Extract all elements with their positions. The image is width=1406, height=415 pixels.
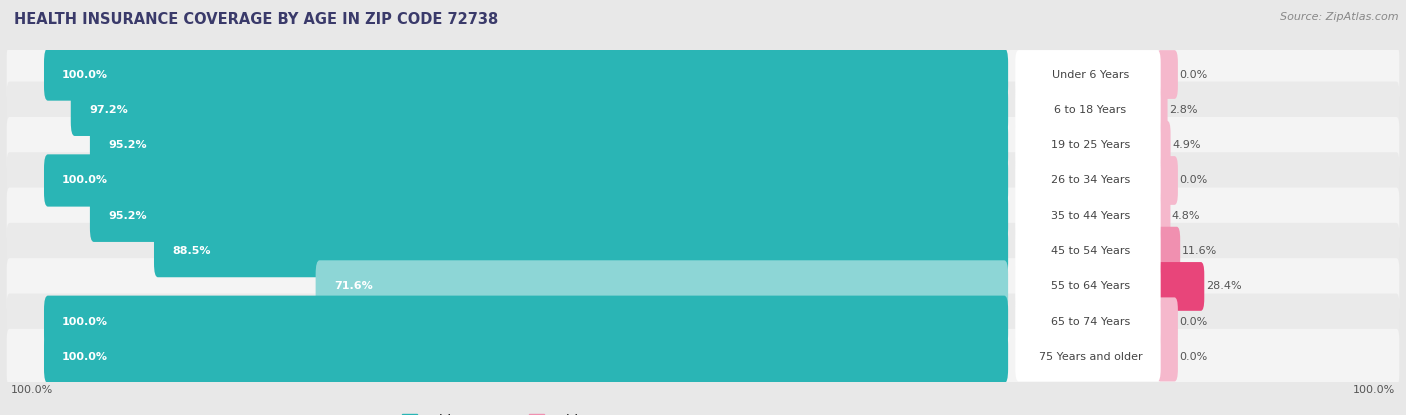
- Text: 4.8%: 4.8%: [1171, 211, 1201, 221]
- FancyBboxPatch shape: [1015, 85, 1161, 134]
- FancyBboxPatch shape: [7, 293, 1399, 350]
- Text: 0.0%: 0.0%: [1180, 176, 1208, 186]
- Text: 100.0%: 100.0%: [62, 176, 108, 186]
- FancyBboxPatch shape: [7, 152, 1399, 209]
- Text: 26 to 34 Years: 26 to 34 Years: [1050, 176, 1130, 186]
- Text: Under 6 Years: Under 6 Years: [1052, 70, 1129, 80]
- FancyBboxPatch shape: [1015, 262, 1161, 311]
- FancyBboxPatch shape: [1015, 191, 1161, 240]
- FancyBboxPatch shape: [1157, 121, 1171, 170]
- FancyBboxPatch shape: [315, 260, 1008, 312]
- FancyBboxPatch shape: [1015, 227, 1161, 276]
- FancyBboxPatch shape: [1157, 50, 1178, 99]
- Text: 65 to 74 Years: 65 to 74 Years: [1050, 317, 1130, 327]
- Legend: With Coverage, Without Coverage: With Coverage, Without Coverage: [396, 409, 672, 415]
- FancyBboxPatch shape: [1157, 262, 1205, 311]
- FancyBboxPatch shape: [1015, 333, 1161, 381]
- FancyBboxPatch shape: [44, 331, 1008, 383]
- FancyBboxPatch shape: [1015, 298, 1161, 346]
- FancyBboxPatch shape: [44, 49, 1008, 101]
- Text: 97.2%: 97.2%: [89, 105, 128, 115]
- Text: 0.0%: 0.0%: [1180, 70, 1208, 80]
- FancyBboxPatch shape: [7, 46, 1399, 103]
- FancyBboxPatch shape: [7, 258, 1399, 315]
- Text: 55 to 64 Years: 55 to 64 Years: [1050, 281, 1130, 291]
- Text: 0.0%: 0.0%: [1180, 352, 1208, 362]
- Text: 0.0%: 0.0%: [1180, 317, 1208, 327]
- Text: 100.0%: 100.0%: [11, 385, 53, 395]
- Text: 2.8%: 2.8%: [1168, 105, 1198, 115]
- Text: 100.0%: 100.0%: [62, 317, 108, 327]
- Text: 88.5%: 88.5%: [172, 246, 211, 256]
- Text: 100.0%: 100.0%: [62, 352, 108, 362]
- FancyBboxPatch shape: [1157, 191, 1170, 240]
- FancyBboxPatch shape: [70, 84, 1008, 136]
- FancyBboxPatch shape: [1157, 85, 1167, 134]
- FancyBboxPatch shape: [7, 329, 1399, 386]
- Text: Source: ZipAtlas.com: Source: ZipAtlas.com: [1281, 12, 1399, 22]
- FancyBboxPatch shape: [1157, 333, 1178, 381]
- FancyBboxPatch shape: [7, 223, 1399, 279]
- Text: 19 to 25 Years: 19 to 25 Years: [1050, 140, 1130, 150]
- FancyBboxPatch shape: [90, 190, 1008, 242]
- Text: 95.2%: 95.2%: [108, 211, 146, 221]
- FancyBboxPatch shape: [1015, 121, 1161, 170]
- Text: 11.6%: 11.6%: [1181, 246, 1216, 256]
- FancyBboxPatch shape: [1015, 50, 1161, 99]
- Text: 35 to 44 Years: 35 to 44 Years: [1050, 211, 1130, 221]
- FancyBboxPatch shape: [7, 82, 1399, 138]
- Text: HEALTH INSURANCE COVERAGE BY AGE IN ZIP CODE 72738: HEALTH INSURANCE COVERAGE BY AGE IN ZIP …: [14, 12, 498, 27]
- FancyBboxPatch shape: [1157, 298, 1178, 346]
- FancyBboxPatch shape: [44, 154, 1008, 207]
- Text: 28.4%: 28.4%: [1206, 281, 1241, 291]
- FancyBboxPatch shape: [7, 188, 1399, 244]
- FancyBboxPatch shape: [90, 119, 1008, 171]
- Text: 75 Years and older: 75 Years and older: [1039, 352, 1142, 362]
- Text: 4.9%: 4.9%: [1173, 140, 1201, 150]
- Text: 6 to 18 Years: 6 to 18 Years: [1054, 105, 1126, 115]
- Text: 45 to 54 Years: 45 to 54 Years: [1050, 246, 1130, 256]
- Text: 95.2%: 95.2%: [108, 140, 146, 150]
- Text: 100.0%: 100.0%: [1353, 385, 1395, 395]
- Text: 100.0%: 100.0%: [62, 70, 108, 80]
- FancyBboxPatch shape: [1157, 156, 1178, 205]
- FancyBboxPatch shape: [155, 225, 1008, 277]
- FancyBboxPatch shape: [44, 295, 1008, 348]
- Text: 71.6%: 71.6%: [333, 281, 373, 291]
- FancyBboxPatch shape: [1157, 227, 1180, 276]
- FancyBboxPatch shape: [7, 117, 1399, 173]
- FancyBboxPatch shape: [1015, 156, 1161, 205]
